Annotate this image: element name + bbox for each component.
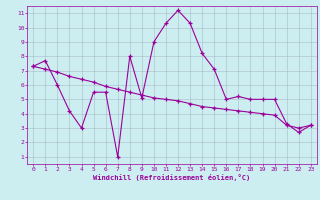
X-axis label: Windchill (Refroidissement éolien,°C): Windchill (Refroidissement éolien,°C)	[93, 174, 251, 181]
